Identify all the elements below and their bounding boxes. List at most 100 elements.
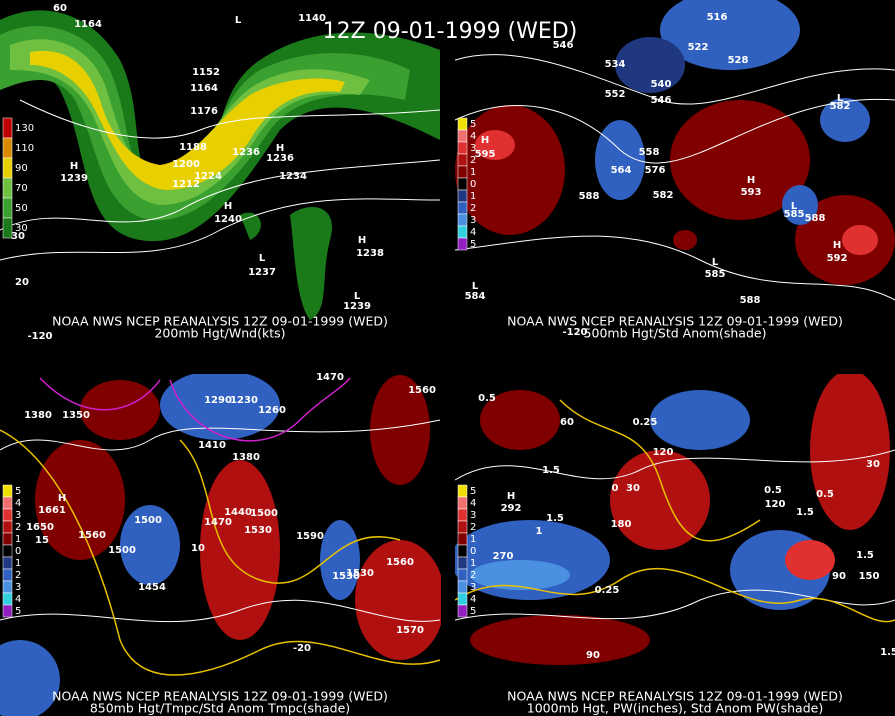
- contour-label: 582: [653, 190, 674, 201]
- contour-label: H: [70, 161, 78, 172]
- contour-label: 0.25: [633, 417, 658, 428]
- contour-label: L: [259, 253, 266, 264]
- contour-label: 546: [553, 40, 574, 51]
- caption: NOAA NWS NCEP REANALYSIS 12Z 09-01-1999 …: [507, 314, 843, 329]
- contour-label: 1500: [134, 515, 162, 526]
- contour-label: 1188: [179, 142, 207, 153]
- legend-label: 3: [470, 143, 476, 154]
- legend-swatch: [2, 532, 13, 546]
- contour-label: L: [354, 291, 361, 302]
- contour-label: 1530: [346, 568, 374, 579]
- subcaption: 1000mb Hgt, PW(inches), Std Anom PW(shad…: [527, 701, 823, 716]
- contour-label: 1212: [172, 179, 200, 190]
- contour-label: -20: [293, 643, 311, 654]
- contour-label: 1140: [298, 13, 326, 24]
- legend-swatch: [2, 217, 13, 239]
- contour-label: 584: [465, 291, 486, 302]
- contour-label: 1290: [204, 395, 232, 406]
- legend-label: 2: [15, 570, 21, 581]
- contour-label: 1560: [78, 530, 106, 541]
- contour-label: 90: [586, 650, 600, 661]
- legend-swatch: [2, 604, 13, 618]
- legend-label: 0: [470, 179, 476, 190]
- contour-label: 120: [653, 447, 674, 458]
- legend-label: 70: [15, 183, 28, 194]
- legend-swatch: [2, 117, 13, 139]
- contour-label: 1237: [248, 267, 276, 278]
- contour-label: 1530: [244, 525, 272, 536]
- contour-label: H: [358, 235, 366, 246]
- legend-label: 4: [15, 498, 21, 509]
- contour-label: 90: [832, 571, 846, 582]
- legend-swatch: [457, 237, 468, 251]
- legend-swatch: [457, 165, 468, 179]
- contour-label: -120: [562, 327, 587, 338]
- legend-swatch: [457, 508, 468, 522]
- contour-label: H: [224, 201, 232, 212]
- contour-label: H: [507, 491, 515, 502]
- legend-swatch: [457, 117, 468, 131]
- contour-label: 1240: [214, 214, 242, 225]
- legend-swatch: [2, 484, 13, 498]
- legend-swatch: [2, 137, 13, 159]
- temperature-contours: [0, 399, 895, 676]
- legend-swatch: [2, 520, 13, 534]
- legend-label: 0: [470, 546, 476, 557]
- contour-label: 593: [741, 187, 762, 198]
- legend-label: 5: [15, 606, 21, 617]
- contour-label: 1380: [24, 410, 52, 421]
- contour-label: 588: [805, 213, 826, 224]
- contour-label: 1380: [232, 452, 260, 463]
- contour-label: H: [58, 493, 66, 504]
- contour-label: 0.5: [816, 489, 834, 500]
- contour-label: 558: [639, 147, 660, 158]
- contour-label: L: [791, 201, 798, 212]
- contour-label: 540: [651, 79, 672, 90]
- legend-label: 130: [15, 123, 34, 134]
- legend-label: 4: [470, 498, 476, 509]
- panel-4-shading: [450, 370, 890, 665]
- legend-label: 1: [15, 534, 21, 545]
- contour-label: H: [481, 135, 489, 146]
- legend-swatch: [457, 604, 468, 618]
- contour-label: 180: [611, 519, 632, 530]
- panel-3-shading: [0, 370, 445, 716]
- contour-label: 120: [765, 499, 786, 510]
- legend-swatch: [457, 201, 468, 215]
- contour-label: 534: [605, 59, 626, 70]
- contour-label: 10: [191, 543, 205, 554]
- contour-label: H: [833, 240, 841, 251]
- contour-label: L: [472, 281, 479, 292]
- legend-swatch: [457, 580, 468, 594]
- legend-swatch: [2, 556, 13, 570]
- legend-swatch: [457, 141, 468, 155]
- legend-swatch: [457, 496, 468, 510]
- contour-label: 1239: [60, 173, 88, 184]
- legend-swatch: [457, 225, 468, 239]
- cold-contours: [39, 377, 351, 442]
- legend-label: 90: [15, 163, 28, 174]
- legend-swatch: [457, 556, 468, 570]
- legend-label: 4: [15, 594, 21, 605]
- contour-label: 15: [35, 535, 49, 546]
- contour-label: 1236: [232, 147, 260, 158]
- legend-label: 4: [470, 227, 476, 238]
- legend-swatch: [457, 177, 468, 191]
- legend-label: 5: [470, 239, 476, 250]
- contour-label: 30: [866, 459, 880, 470]
- contour-label: H: [276, 143, 284, 154]
- legend-label: 1: [470, 191, 476, 202]
- caption: NOAA NWS NCEP REANALYSIS 12Z 09-01-1999 …: [52, 689, 388, 704]
- contour-label: L: [712, 257, 719, 268]
- contour-label: 1152: [192, 67, 220, 78]
- legend-label: 2: [470, 155, 476, 166]
- contour-label: 546: [651, 95, 672, 106]
- contour-label: 1176: [190, 106, 218, 117]
- contour-label: 292: [501, 503, 522, 514]
- contour-label: 150: [859, 571, 880, 582]
- legend-label: 4: [470, 131, 476, 142]
- legend-label: 5: [470, 119, 476, 130]
- contour-label: 1224: [194, 171, 222, 182]
- legend-swatch: [2, 157, 13, 179]
- legend-swatch: [2, 580, 13, 594]
